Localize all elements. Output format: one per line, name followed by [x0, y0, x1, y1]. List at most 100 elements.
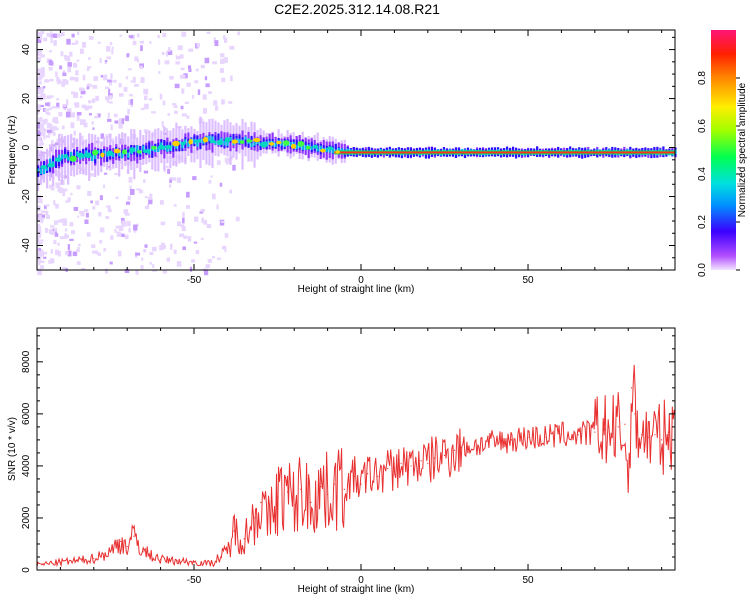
snr-frame	[36, 327, 676, 571]
spectrogram-cell	[160, 142, 163, 147]
spectrogram-noise-cell	[162, 269, 168, 274]
spectrogram-peak-blob	[106, 150, 113, 157]
spectrogram-noise-cell	[168, 47, 171, 52]
spectrogram-noise-cell	[212, 61, 218, 65]
spectrogram-noise-cell	[74, 102, 80, 108]
spectrogram-noise-cell	[61, 140, 66, 145]
spectrogram-noise-cell	[87, 66, 92, 69]
snr-data-point	[630, 387, 633, 389]
spectrogram-noise-cell	[114, 120, 119, 124]
snr-data-point	[143, 551, 145, 553]
spectrogram-noise-cell	[56, 102, 60, 107]
spectrogram-noise-cell	[37, 237, 40, 240]
spectrogram-cell	[40, 168, 43, 175]
spectrogram-noise-cell	[73, 92, 79, 98]
spectrogram-noise-cell	[37, 225, 41, 231]
colorbar-gradient	[711, 30, 736, 270]
spectrogram-noise-cell	[180, 67, 185, 71]
spectrogram-noise-cell	[45, 210, 49, 216]
spectrogram-noise-cell	[54, 142, 59, 146]
spectrogram-cell	[37, 168, 40, 172]
spectrogram-cell	[49, 158, 52, 164]
snr-data-point	[76, 560, 78, 562]
spectrogram-noise-cell	[42, 108, 46, 112]
spectrogram-noise-cell	[216, 160, 221, 165]
spectrogram-noise-cell	[205, 264, 211, 269]
spectrogram-noise-cell	[105, 46, 111, 52]
snr-data-point	[443, 454, 446, 457]
spectrogram-noise-cell	[167, 50, 173, 56]
snr-marks	[36, 364, 676, 568]
spectrogram-noise-cell	[216, 204, 219, 210]
spectrogram-noise-cell	[97, 41, 101, 44]
spectrogram-noise-cell	[202, 108, 208, 114]
snr-data-point	[577, 434, 579, 436]
spectrogram-cell	[79, 156, 82, 160]
spectrogram-cell	[280, 140, 283, 146]
spectrogram-cell	[217, 133, 220, 144]
snr-data-point	[400, 462, 402, 464]
spectrogram-noise-cell	[169, 75, 174, 80]
spectrogram-noise-cell	[109, 261, 113, 265]
spectrogram-noise-cell	[194, 80, 199, 84]
snr-data-point	[109, 551, 112, 553]
spectrogram-noise-cell	[118, 123, 123, 129]
spectrogram-noise-cell	[37, 57, 41, 60]
spectrogram-noise-cell	[175, 56, 181, 60]
spectrogram-noise-cell	[121, 220, 127, 227]
snr-y-tick-label: 0	[21, 567, 32, 573]
spectrogram-noise-cell	[90, 200, 93, 204]
spectrogram-noise-cell	[37, 269, 42, 276]
spectrogram-noise-cell	[46, 135, 51, 138]
spectrogram-noise-cell	[200, 208, 205, 212]
snr-data-point	[610, 434, 613, 436]
spectrogram-cell	[103, 150, 106, 154]
spectrogram-cell	[58, 154, 61, 159]
spectrogram-noise-cell	[67, 197, 71, 203]
spectrogram-noise-cell	[37, 258, 41, 262]
snr-data-point	[667, 431, 669, 433]
spectrogram-noise-cell	[214, 40, 219, 47]
spectrogram-cell	[325, 147, 328, 153]
spectrogram-noise-cell	[85, 212, 89, 218]
spectrogram-cell	[334, 143, 337, 154]
spectrogram-noise-cell	[37, 131, 42, 136]
spectrogram-noise-cell	[37, 200, 41, 204]
snr-series-line	[36, 364, 675, 568]
spectrogram-noise-cell	[57, 242, 60, 246]
spectrogram-noise-cell	[49, 166, 54, 172]
spectrogram-core-peak	[334, 151, 675, 154]
snr-data-point	[210, 562, 212, 565]
spectrogram-peak-blob	[246, 139, 253, 143]
spectrogram-noise-cell	[237, 31, 240, 36]
snr-data-point	[243, 538, 245, 540]
spectrogram-cell	[175, 144, 178, 149]
spectrogram-noise-cell	[167, 168, 171, 174]
spectrogram-noise-cell	[88, 100, 92, 104]
spectrogram-noise-cell	[60, 32, 65, 37]
spectrogram-noise-cell	[189, 266, 193, 272]
spectrogram-noise-cell	[41, 68, 45, 75]
snr-x-tick-label: 0	[358, 575, 364, 586]
spectrogram-noise-cell	[204, 76, 208, 81]
spectrogram-noise-cell	[220, 58, 225, 65]
spectrogram-noise-cell	[71, 91, 75, 95]
spectrogram-noise-cell	[213, 100, 218, 106]
snr-data-point	[133, 535, 135, 537]
spectrogram-noise-cell	[57, 187, 61, 192]
spectrogram-noise-cell	[37, 196, 41, 201]
spectrogram-noise-cell	[62, 79, 67, 84]
spectrogram-noise-cell	[37, 223, 41, 227]
spectrogram-peak-blob	[253, 137, 261, 143]
spectrogram-noise-cell	[167, 113, 171, 116]
spectrogram-noise-cell	[160, 242, 165, 249]
spectrogram-noise-cell	[40, 86, 45, 93]
spectrogram-noise-cell	[164, 60, 170, 65]
spectrogram-noise-cell	[230, 75, 233, 82]
spectrogram-noise-cell	[88, 57, 91, 61]
spectrogram-noise-cell	[182, 217, 185, 224]
snr-data-point	[193, 561, 195, 563]
snr-data-point	[453, 449, 456, 451]
spectrogram-noise-cell	[180, 105, 184, 110]
spectrogram-noise-cell	[158, 71, 161, 75]
